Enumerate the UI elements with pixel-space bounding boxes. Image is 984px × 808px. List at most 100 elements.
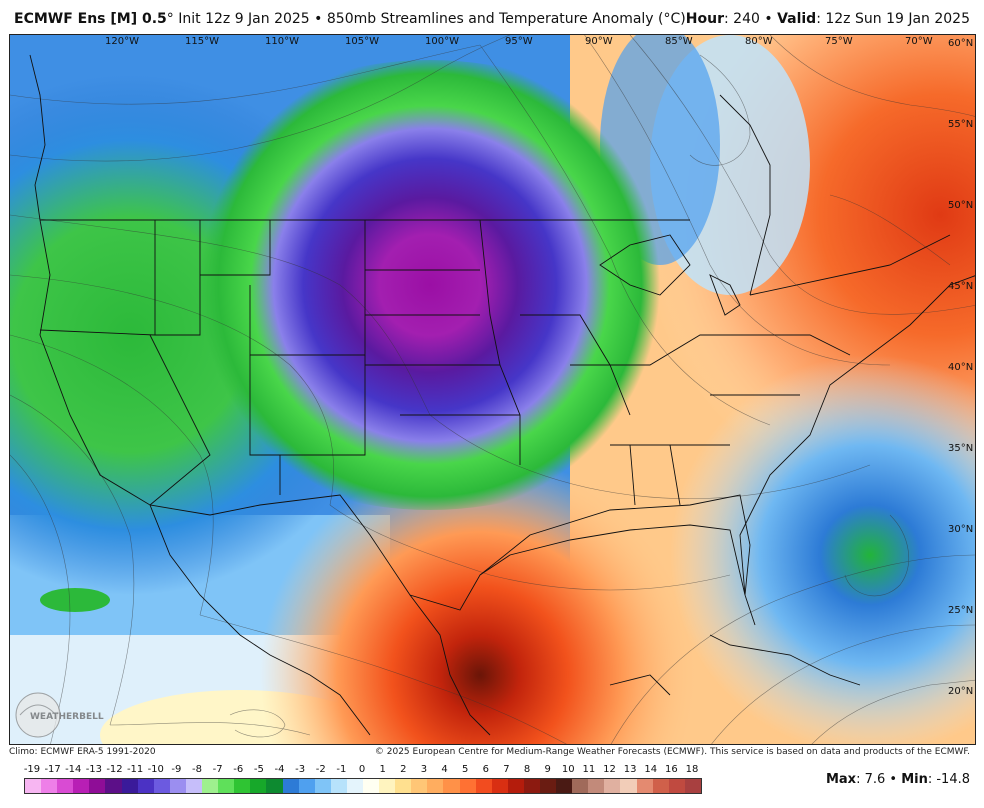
- longitude-labels: 120°W 115°W 110°W 105°W 100°W 95°W 90°W …: [105, 36, 933, 47]
- colorbar-label: 18: [685, 764, 699, 775]
- lat-label: 55°N: [948, 119, 973, 130]
- lon-label: 80°W: [745, 36, 773, 47]
- weatherbell-logo: WEATHERBELL: [15, 692, 104, 738]
- small-green-patch: [40, 588, 110, 612]
- lat-label: 20°N: [948, 686, 973, 697]
- colorbar-swatch: [475, 779, 492, 793]
- colorbar-swatch: [169, 779, 186, 793]
- colorbar-swatch: [153, 779, 170, 793]
- colorbar-label: 10: [561, 764, 575, 775]
- model-name: ECMWF Ens [M] 0.5: [14, 11, 167, 27]
- colorbar-labels: -19 -17 -14 -13 -12 -11 -10 -9 -8 -7 -6 -5 -4 -3 -2 -1 0…: [24, 764, 700, 776]
- colorbar-label: -14: [65, 764, 82, 775]
- colorbar-label: 11: [582, 764, 596, 775]
- colorbar-label: -17: [44, 764, 61, 775]
- colorbar-swatch: [636, 779, 653, 793]
- map-canvas: 120°W 115°W 110°W 105°W 100°W 95°W 90°W …: [10, 35, 975, 744]
- colorbar-swatch: [540, 779, 557, 793]
- colorbar-swatch: [459, 779, 476, 793]
- lon-label: 85°W: [665, 36, 693, 47]
- copyright-note: © 2025 European Centre for Medium-Range …: [374, 747, 970, 757]
- colorbar-swatch: [443, 779, 460, 793]
- colorbar-label: -3: [295, 764, 306, 775]
- hour-value: : 240: [724, 11, 760, 27]
- colorbar-label: -13: [85, 764, 103, 775]
- colorbar-label: -8: [192, 764, 202, 775]
- colorbar-swatch: [604, 779, 621, 793]
- lat-label: 50°N: [948, 200, 973, 211]
- colorbar-label: 13: [623, 764, 637, 775]
- lat-label: 45°N: [948, 281, 973, 292]
- colorbar-swatch: [105, 779, 122, 793]
- colorbar-swatch: [25, 779, 42, 793]
- colorbar-label: 3: [420, 764, 428, 775]
- colorbar-label: 4: [441, 764, 448, 775]
- separator: •: [759, 11, 778, 27]
- colorbar-swatch: [620, 779, 637, 793]
- map-title: ECMWF Ens [M] 0.5° Init 12z 9 Jan 2025 •…: [14, 11, 686, 27]
- colorbar-swatch: [185, 779, 203, 793]
- colorbar-label: -10: [147, 764, 164, 775]
- valid-value: : 12z Sun 19 Jan 2025: [816, 11, 970, 27]
- colorbar-label: -11: [126, 764, 144, 775]
- colorbar-swatch: [588, 779, 605, 793]
- colorbar-label: -9: [171, 764, 182, 775]
- colorbar-swatch: [57, 779, 74, 793]
- lon-label: 120°W: [105, 36, 139, 47]
- colorbar-swatch: [121, 779, 138, 793]
- colorbar-label: 2: [400, 764, 407, 775]
- colorbar-swatch: [652, 779, 669, 793]
- climo-note: Climo: ECMWF ERA-5 1991-2020: [9, 747, 156, 757]
- colorbar-swatch: [362, 779, 380, 793]
- min-value: : -14.8: [927, 772, 970, 787]
- init-time: Init 12z 9 Jan 2025: [173, 11, 310, 27]
- colorbar-label: -6: [233, 764, 244, 775]
- colorbar-label: -1: [336, 764, 347, 775]
- colorbar-swatch: [427, 779, 444, 793]
- colorbar-label: 14: [644, 764, 658, 775]
- colorbar-swatch: [346, 779, 363, 793]
- colorbar-swatch: [668, 779, 685, 793]
- weather-map[interactable]: 120°W 115°W 110°W 105°W 100°W 95°W 90°W …: [9, 34, 976, 745]
- colorbar-swatch: [282, 779, 299, 793]
- colorbar-swatch: [572, 779, 589, 793]
- hour-label: Hour: [685, 11, 724, 27]
- colorbar-label: 1: [379, 764, 386, 775]
- political-borders: [39, 219, 951, 626]
- colorbar-label: -5: [253, 764, 264, 775]
- colorbar-label: -12: [106, 764, 123, 775]
- lat-label: 30°N: [948, 524, 973, 535]
- colorbar-swatch: [491, 779, 508, 793]
- colorbar-swatch: [218, 779, 235, 793]
- colorbar-label: 7: [503, 764, 510, 775]
- colorbar-swatch: [73, 779, 90, 793]
- valid-label: Valid: [777, 11, 817, 27]
- colorbar-label: 8: [523, 764, 531, 775]
- separator: •: [309, 11, 327, 27]
- colorbar-label: -2: [315, 764, 326, 775]
- colorbar-swatch: [684, 779, 701, 793]
- colorbar-swatch: [41, 779, 58, 793]
- colorbar-swatch: [507, 779, 524, 793]
- lon-label: 110°W: [265, 36, 299, 47]
- lat-label: 35°N: [948, 443, 973, 454]
- colorbar-swatch: [395, 779, 412, 793]
- colorbar-swatch: [234, 779, 251, 793]
- forecast-time: Hour: 240 • Valid: 12z Sun 19 Jan 2025: [686, 11, 970, 27]
- cold-core-anomaly: [140, 60, 720, 510]
- latitude-labels: 60°N 55°N 50°N 45°N 40°N 35°N 30°N 25°N …: [948, 38, 973, 697]
- colorbar-swatch: [202, 779, 219, 793]
- colorbar-swatch: [298, 779, 315, 793]
- lon-label: 70°W: [905, 36, 933, 47]
- colorbar-swatch: [379, 779, 396, 793]
- product-name: 850mb Streamlines and Temperature Anomal…: [326, 11, 686, 27]
- colorbar-swatch: [89, 779, 106, 793]
- min-label: Min: [901, 772, 928, 787]
- colorbar: [24, 778, 702, 794]
- lon-label: 115°W: [185, 36, 219, 47]
- colorbar-label: -4: [274, 764, 285, 775]
- colorbar-swatch: [523, 779, 540, 793]
- lon-label: 75°W: [825, 36, 853, 47]
- colorbar-swatch: [411, 779, 428, 793]
- streamlines: [10, 35, 975, 744]
